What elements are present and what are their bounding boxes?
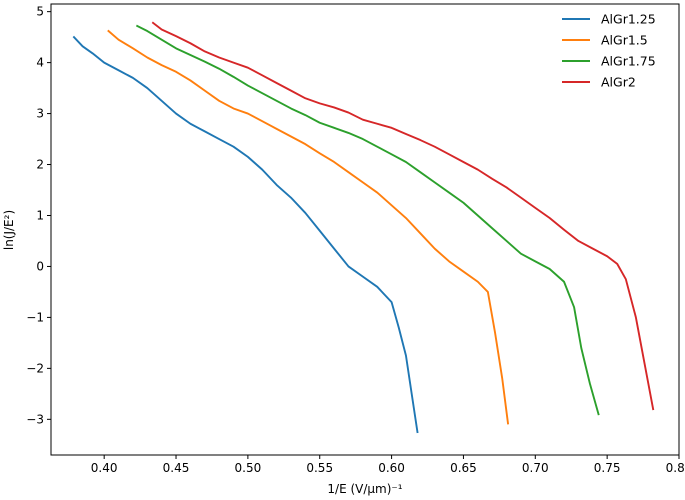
axes-frame — [50, 3, 680, 456]
x-tick-label: 0.55 — [306, 461, 333, 475]
x-tick-label: 0.45 — [163, 461, 190, 475]
x-tick-label: 0.75 — [594, 461, 621, 475]
y-axis-label: ln(J/E²) — [2, 210, 16, 250]
y-tick-label: −3 — [26, 412, 44, 426]
legend: AlGr1.25 AlGr1.5 AlGr1.75 AlGr2 — [562, 12, 656, 90]
legend-label: AlGr1.75 — [601, 54, 656, 69]
x-tick-label: 0.70 — [522, 461, 549, 475]
plot-lines — [72, 21, 655, 434]
y-tick-label: 1 — [36, 208, 44, 222]
x-tick-label: 0.50 — [235, 461, 262, 475]
legend-label: AlGr2 — [601, 75, 636, 90]
legend-label: AlGr1.5 — [601, 33, 648, 48]
series-line-algr2 — [151, 21, 655, 411]
y-tick-label: 3 — [36, 107, 44, 121]
series-line-algr1-25 — [72, 35, 419, 434]
x-tick-label: 0.40 — [91, 461, 118, 475]
y-axis-ticks: −3 −2 −1 0 1 2 3 4 5 — [26, 5, 51, 426]
y-tick-label: 0 — [36, 259, 44, 273]
x-tick-label: 0.60 — [378, 461, 405, 475]
y-tick-label: −2 — [26, 361, 44, 375]
series-line-algr1-5 — [107, 29, 510, 425]
x-tick-label: 0.80 — [666, 461, 685, 475]
y-tick-label: 5 — [36, 5, 44, 19]
x-tick-label: 0.65 — [450, 461, 477, 475]
series-line-algr1-75 — [135, 24, 600, 416]
y-tick-label: 2 — [36, 158, 44, 172]
y-tick-label: 4 — [36, 56, 44, 70]
x-axis-label: 1/E (V/μm)⁻¹ — [327, 482, 402, 496]
x-axis-ticks: 0.40 0.45 0.50 0.55 0.60 0.65 0.70 0.75 0.80 — [91, 455, 685, 475]
legend-label: AlGr1.25 — [601, 12, 656, 27]
y-tick-label: −1 — [26, 310, 44, 324]
